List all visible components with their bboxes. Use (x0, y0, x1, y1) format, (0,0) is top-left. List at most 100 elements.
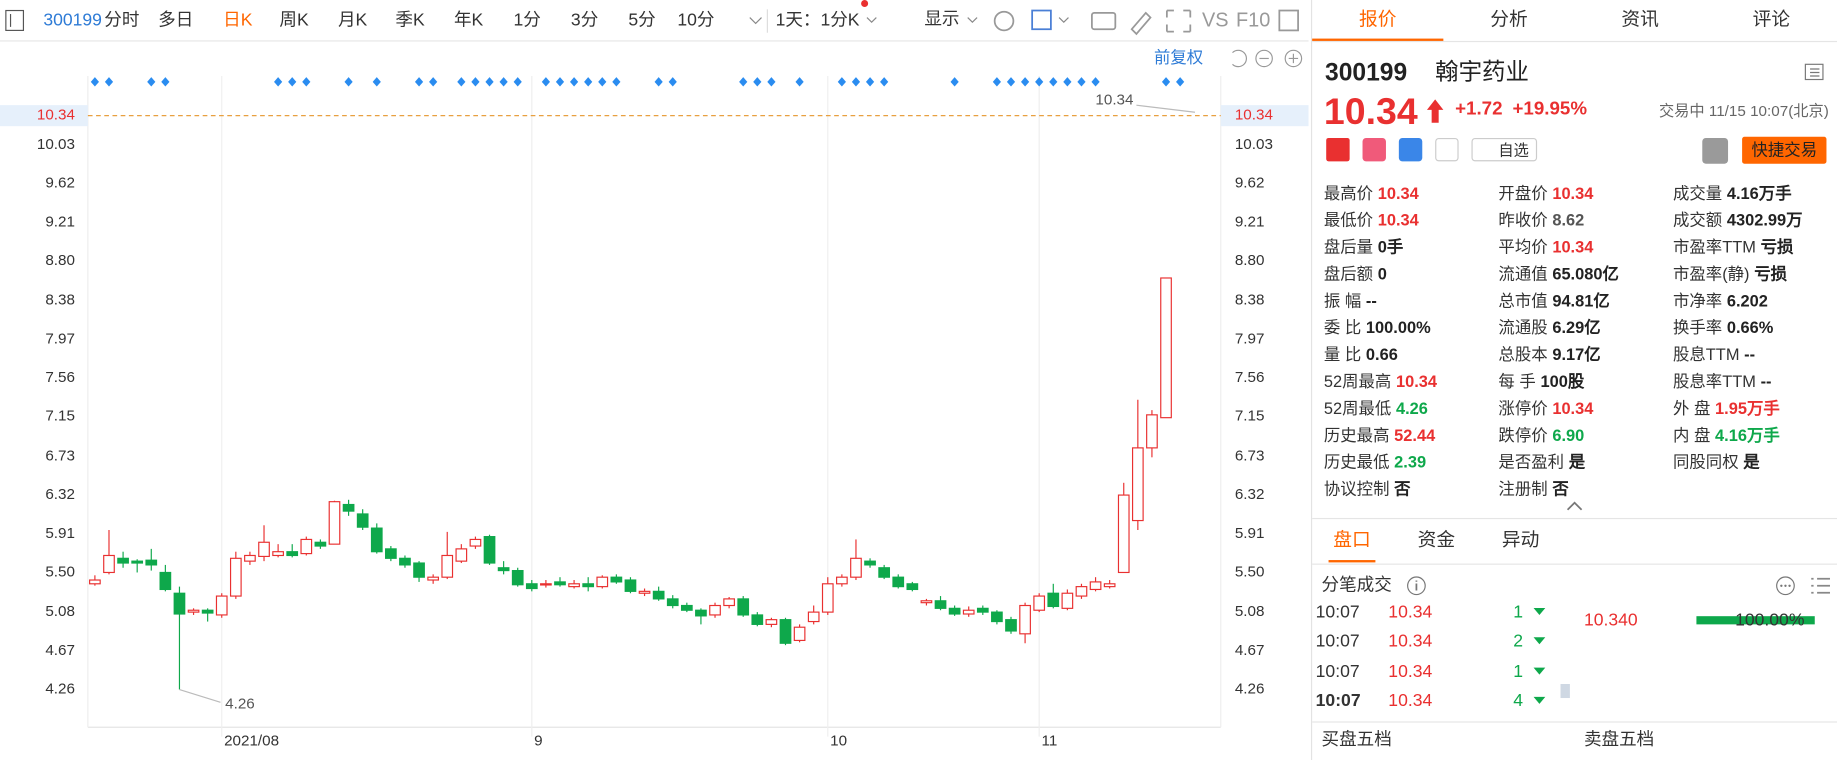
more-icon[interactable] (1775, 575, 1796, 596)
period-tab[interactable]: 日K (223, 10, 253, 30)
quote-row: 股息TTM -- (1673, 346, 1755, 362)
quote-value: 10.34 (1396, 371, 1438, 391)
draw-icon[interactable] (1130, 11, 1152, 36)
event-marker (753, 77, 762, 87)
candle-body (89, 579, 101, 585)
quote-row: 盘后量 0手 (1324, 239, 1403, 255)
y2-tick-label: 7.56 (1235, 369, 1265, 386)
label-icon[interactable] (1398, 137, 1423, 162)
collapse-icon[interactable] (1566, 500, 1583, 512)
menu-icon[interactable] (1804, 63, 1825, 82)
period-tab[interactable]: 年K (454, 10, 484, 30)
candle-body (807, 611, 820, 623)
y-tick-label: 7.56 (45, 369, 75, 386)
y-tick-label: 9.21 (45, 213, 75, 230)
chevron[interactable] (866, 17, 877, 24)
camera-icon[interactable] (1091, 11, 1117, 31)
flag-icon[interactable] (1326, 137, 1350, 162)
candle-body (497, 567, 510, 572)
sub-tab[interactable]: 资金 (1417, 530, 1456, 551)
quote-value: 否 (1552, 479, 1569, 499)
sidebar-icon[interactable] (5, 9, 25, 31)
display-menu[interactable]: 显示 (924, 9, 959, 29)
quote-row: 最高价 10.34 (1324, 185, 1419, 201)
quote-value: 10.34 (1377, 210, 1419, 230)
candle-body (117, 557, 129, 564)
quote-label: 股息率TTM (1672, 371, 1756, 391)
tag-icon[interactable] (1362, 137, 1386, 162)
zoom-out-icon[interactable] (1255, 49, 1273, 68)
event-marker (147, 77, 156, 87)
quote-row: 盘后额 0 (1324, 265, 1387, 281)
sub-tab[interactable]: 异动 (1501, 530, 1540, 551)
trade-direction (1533, 637, 1546, 645)
candle-body (399, 557, 411, 566)
panel-icon[interactable] (1278, 9, 1299, 32)
trade-time: 10:07 (1315, 602, 1360, 623)
settings-icon[interactable] (993, 10, 1015, 32)
note-icon[interactable] (1435, 137, 1459, 162)
price-change-pct: +19.95% (1512, 99, 1588, 120)
y2-tick-label: 5.50 (1235, 563, 1265, 580)
zoom-in-icon[interactable] (1284, 49, 1303, 68)
candle-body (525, 583, 538, 590)
quick-trade-button[interactable]: 快捷交易 (1742, 136, 1827, 164)
period-tab[interactable]: 5分 (628, 10, 655, 30)
candle-body (948, 607, 961, 615)
alert-icon[interactable] (1702, 137, 1729, 164)
event-marker (668, 77, 677, 87)
quote-row: 委 比 100.00% (1324, 319, 1431, 335)
candle-body (328, 501, 341, 545)
panel-tab[interactable]: 资讯 (1621, 10, 1659, 31)
quote-row: 注册制否 (1498, 481, 1568, 497)
quote-value: 8.62 (1552, 210, 1585, 230)
candle-body (131, 560, 144, 564)
list-icon[interactable] (1809, 574, 1832, 597)
chevron[interactable] (967, 17, 978, 24)
period-tab[interactable]: 3分 (571, 10, 598, 30)
range-select[interactable]: 1天：1分K (776, 10, 860, 30)
panel-tab[interactable]: 评论 (1752, 10, 1791, 31)
sub-tab[interactable]: 盘口 (1333, 530, 1371, 551)
toolbar-code[interactable]: 300199 (43, 10, 102, 30)
vs-button[interactable]: VS (1202, 9, 1229, 31)
candle-body (103, 554, 115, 574)
quote-value: 100.00% (1365, 318, 1431, 337)
adjust-mode[interactable]: 前复权 (1154, 49, 1203, 67)
panel-tab[interactable]: 报价 (1359, 10, 1397, 31)
event-marker (302, 77, 311, 87)
event-marker (950, 77, 959, 87)
price-highlight-left (0, 105, 88, 127)
candle-body (610, 576, 623, 583)
period-tab[interactable]: 周K (279, 10, 309, 30)
chevron[interactable] (1058, 17, 1069, 24)
y-tick-label: 4.67 (45, 642, 75, 659)
undo-icon[interactable] (1232, 49, 1247, 68)
period-tab[interactable]: 1分 (514, 10, 541, 30)
period-tab[interactable]: 分时 (104, 10, 139, 30)
quote-label: 市净率 (1672, 291, 1723, 310)
candle-body (1117, 494, 1130, 574)
quote-row: 成交量 4.16万手 (1673, 185, 1792, 201)
panel-tab[interactable]: 分析 (1490, 10, 1528, 31)
info-icon[interactable] (1406, 575, 1427, 596)
checkbox-icon[interactable] (1031, 9, 1052, 31)
period-tab[interactable]: 月K (338, 10, 368, 30)
quote-label: 是否盈利 (1498, 452, 1565, 472)
period-tab[interactable]: 季K (395, 10, 425, 30)
quote-label: 市盈率TTM (1672, 237, 1756, 257)
y2-tick-label: 4.67 (1235, 642, 1265, 659)
period-tab[interactable]: 多日 (158, 10, 193, 30)
candle-body (314, 541, 327, 547)
watchlist-button[interactable]: 自选 (1471, 137, 1538, 162)
f10-button[interactable]: F10 (1236, 9, 1270, 31)
trade-price: 10.34 (1388, 690, 1433, 711)
candle-body (1075, 586, 1088, 597)
trade-time: 10:07 (1315, 690, 1361, 711)
chevron[interactable] (749, 17, 762, 25)
fullscreen-icon[interactable] (1165, 9, 1192, 33)
quote-label: 流通股 (1498, 318, 1548, 337)
candle-body (596, 576, 609, 588)
period-tab[interactable]: 10分 (677, 10, 714, 30)
quote-value: 52.44 (1394, 425, 1436, 445)
